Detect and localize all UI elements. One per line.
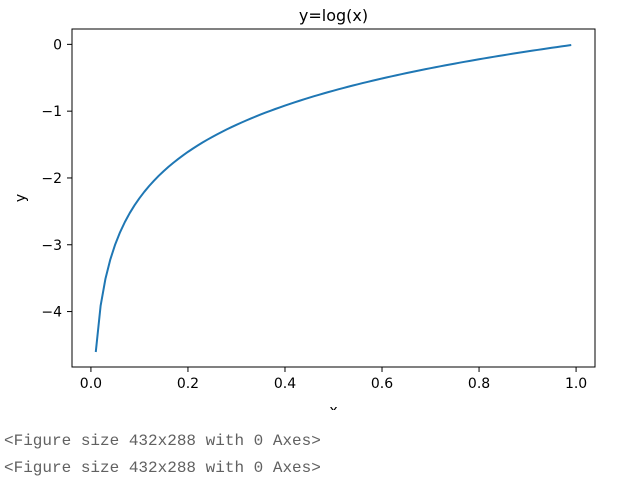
x-tick-label: 0.6 bbox=[371, 376, 393, 392]
x-tick-label: 0.2 bbox=[177, 376, 199, 392]
output-line-1: <Figure size 432x288 with 0 Axes> bbox=[4, 432, 321, 450]
x-tick-label: 0.4 bbox=[274, 376, 296, 392]
y-axis-label: y bbox=[13, 194, 29, 202]
series-layer bbox=[94, 44, 572, 353]
y-tick-label: −2 bbox=[41, 171, 62, 187]
x-tick-label: 0.0 bbox=[80, 376, 102, 392]
y-axis-ticks: 0 −1 −2 −3 −4 bbox=[41, 37, 72, 321]
y-tick-label: 0 bbox=[53, 37, 62, 53]
x-axis-ticks: 0.0 0.2 0.4 0.6 0.8 1.0 bbox=[80, 367, 587, 392]
y-tick-label: −4 bbox=[41, 305, 62, 321]
output-line-2: <Figure size 432x288 with 0 Axes> bbox=[4, 459, 321, 477]
y-tick-label: −3 bbox=[41, 238, 62, 254]
y-tick-label: −1 bbox=[41, 104, 62, 120]
x-tick-label: 1.0 bbox=[565, 376, 587, 392]
chart-title: y=log(x) bbox=[299, 6, 368, 25]
x-axis-label: x bbox=[329, 403, 337, 410]
chart: y=log(x) x y 0.0 0.2 0.4 0.6 0.8 1.0 0 −1 −2 −3 −… bbox=[13, 6, 596, 410]
x-tick-label: 0.8 bbox=[468, 376, 490, 392]
series-line bbox=[94, 44, 572, 353]
plot-area bbox=[71, 28, 596, 368]
